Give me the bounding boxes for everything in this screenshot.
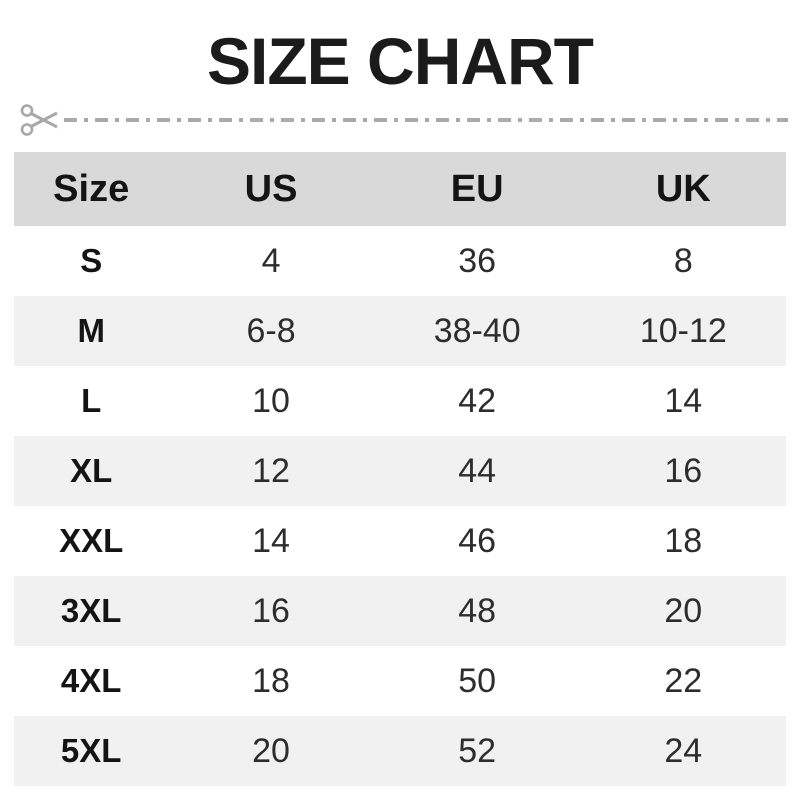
cell-us: 10 [252,381,290,420]
cell-uk: 16 [664,451,703,490]
table-body: S 4 36 8 M 6-8 38-40 10-12 L 10 42 14 XL… [14,226,786,786]
cell-uk: 24 [664,731,703,770]
cell-uk: 8 [673,241,693,280]
cell-uk: 20 [664,591,703,630]
table-row-l: L 10 42 14 [14,366,786,436]
cell-size: L [81,382,102,419]
cell-eu: 38-40 [433,311,521,350]
table-header: Size US EU UK [14,152,786,226]
cell-us: 12 [252,451,290,490]
cell-us: 16 [252,591,290,630]
scissors-icon [20,104,58,136]
table-row-m: M 6-8 38-40 10-12 [14,296,786,366]
cell-size: XL [70,452,113,489]
cell-eu: 52 [458,731,497,770]
size-table: Size US EU UK S 4 36 8 M 6-8 38-40 10-12… [14,152,786,786]
cell-eu: 44 [458,451,497,490]
cell-size: 3XL [60,592,122,629]
cell-size: S [80,242,103,279]
dashed-cut-line [64,118,788,122]
cell-uk: 22 [664,661,703,700]
cell-us: 6-8 [246,311,296,350]
cell-us: 14 [252,521,290,560]
cell-uk: 10-12 [639,311,727,350]
cell-size: 5XL [60,732,122,769]
cell-uk: 14 [664,381,703,420]
table-row-3xl: 3XL 16 48 20 [14,576,786,646]
cell-eu: 50 [458,661,497,700]
table-row-xxl: XXL 14 46 18 [14,506,786,576]
cell-us: 18 [252,661,290,700]
cell-size: M [77,312,105,349]
cell-eu: 46 [458,521,497,560]
cell-eu: 48 [458,591,497,630]
table-row-4xl: 4XL 18 50 22 [14,646,786,716]
cell-size: XXL [59,522,124,559]
column-header-eu: EU [450,167,504,210]
page-title: SIZE CHART [207,24,594,98]
cell-size: 4XL [60,662,122,699]
cell-us: 20 [252,731,290,770]
cell-us: 4 [261,241,281,280]
table-row-s: S 4 36 8 [14,226,786,296]
table-row-xl: XL 12 44 16 [14,436,786,506]
cell-uk: 18 [664,521,703,560]
cell-eu: 42 [458,381,497,420]
header-row: Size US EU UK [14,152,786,226]
column-header-us: US [244,167,298,210]
column-header-uk: UK [655,167,711,210]
cell-eu: 36 [458,241,497,280]
column-header-size: Size [53,167,130,210]
table-row-5xl: 5XL 20 52 24 [14,716,786,786]
cut-line [20,100,788,140]
